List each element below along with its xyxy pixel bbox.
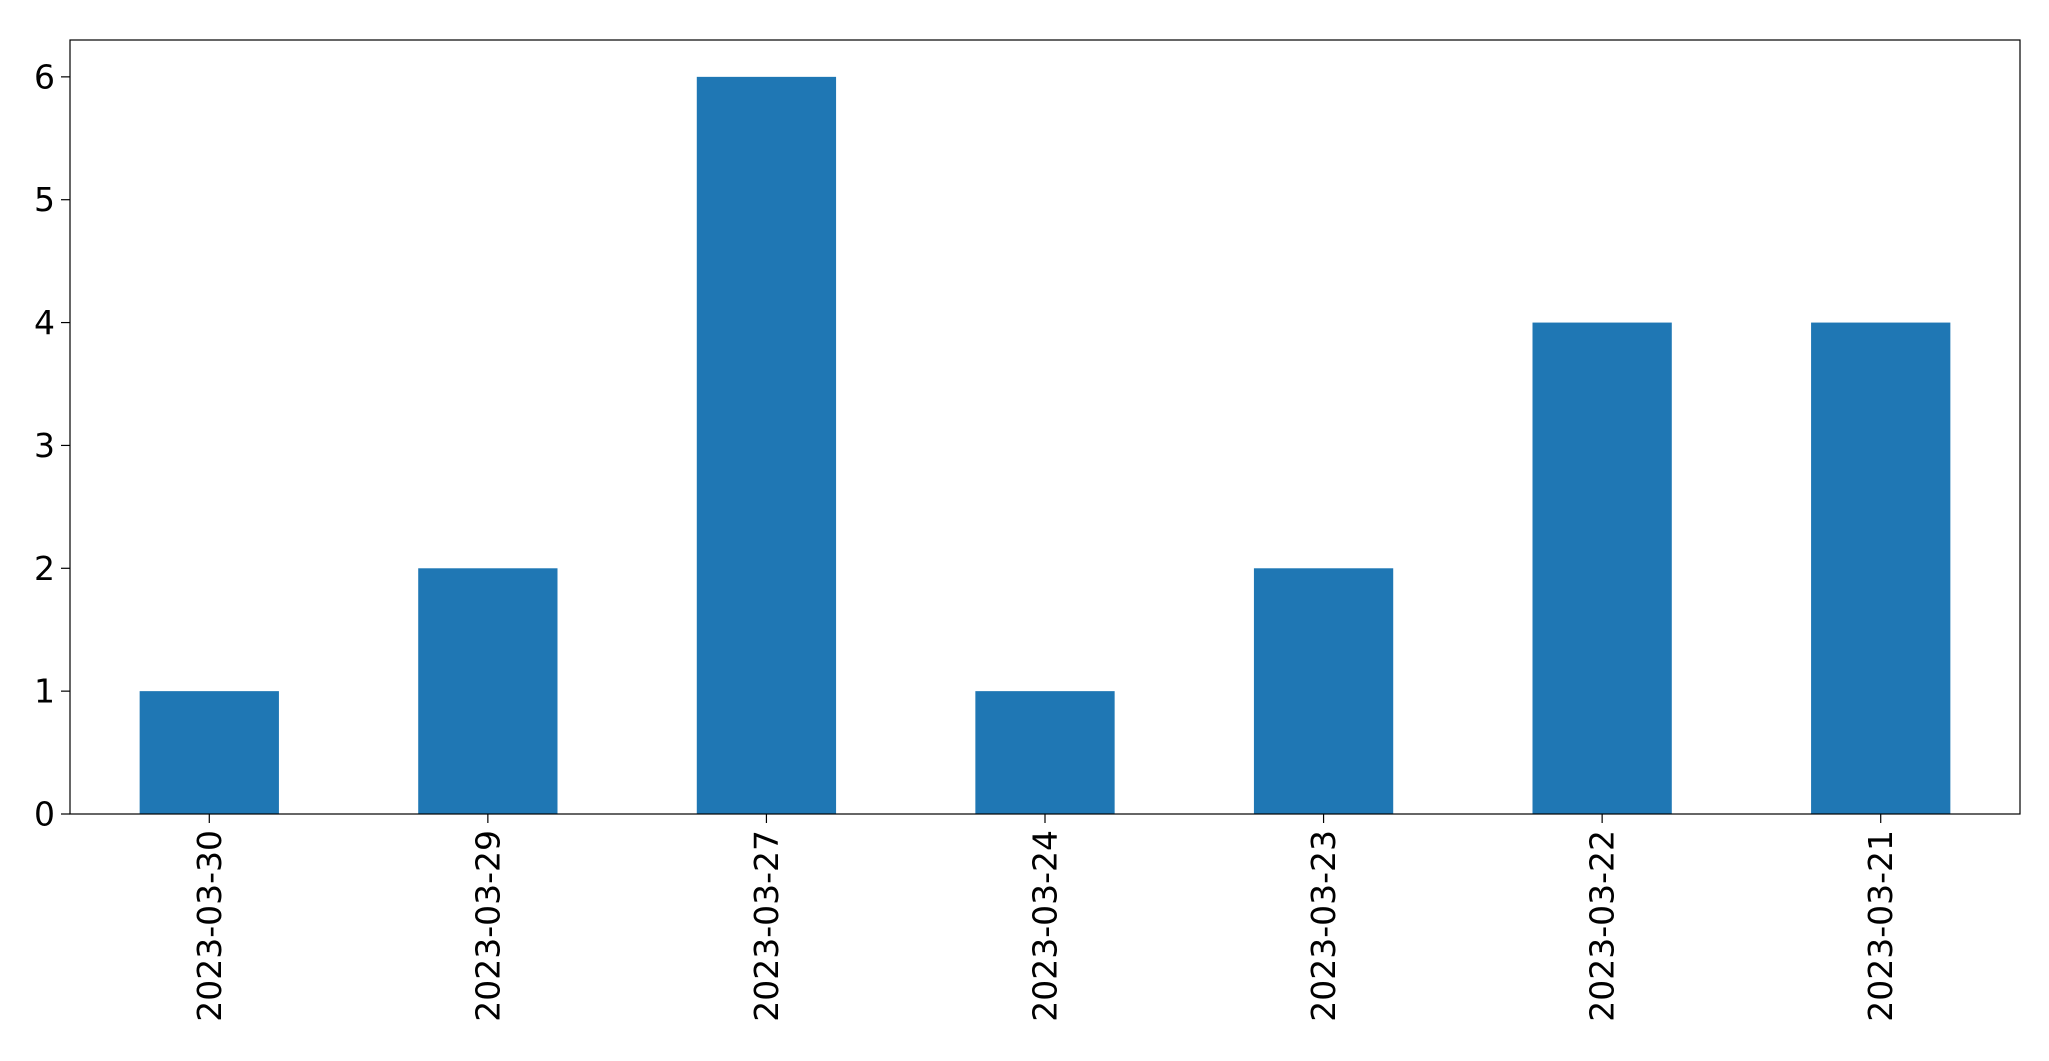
bar-2023-03-30 bbox=[139, 691, 279, 814]
x-tick-label: 2023-03-22 bbox=[1583, 830, 1622, 1022]
bar-2023-03-29 bbox=[418, 568, 558, 814]
bar-2023-03-27 bbox=[696, 76, 837, 815]
x-tick-label: 2023-03-24 bbox=[1026, 830, 1065, 1022]
y-tick-label: 0 bbox=[34, 795, 55, 834]
y-tick-label: 2 bbox=[34, 549, 55, 588]
bars-layer bbox=[139, 76, 1951, 815]
y-tick-label: 5 bbox=[34, 180, 55, 219]
x-tick-label: 2023-03-27 bbox=[747, 830, 786, 1022]
bar-2023-03-23 bbox=[1253, 568, 1394, 814]
plot-background bbox=[70, 40, 2020, 814]
x-axis: 2023-03-30 2023-03-29 2023-03-27 2023-03-24… bbox=[190, 814, 1900, 1022]
y-tick-label: 4 bbox=[34, 303, 55, 342]
bar-2023-03-24 bbox=[975, 691, 1115, 814]
bar-2023-03-21 bbox=[1811, 322, 1951, 814]
y-tick-label: 6 bbox=[34, 57, 55, 96]
y-axis: 0 1 2 3 4 5 6 bbox=[34, 57, 70, 834]
bar-2023-03-22 bbox=[1532, 322, 1672, 814]
x-tick-label: 2023-03-21 bbox=[1861, 830, 1900, 1022]
y-tick-label: 3 bbox=[34, 426, 55, 465]
y-tick-label: 1 bbox=[34, 672, 55, 711]
plot-frame bbox=[69, 39, 2021, 815]
x-tick-label: 2023-03-23 bbox=[1304, 830, 1343, 1022]
x-tick-label: 2023-03-29 bbox=[468, 830, 507, 1022]
x-tick-label: 2023-03-30 bbox=[190, 830, 229, 1022]
